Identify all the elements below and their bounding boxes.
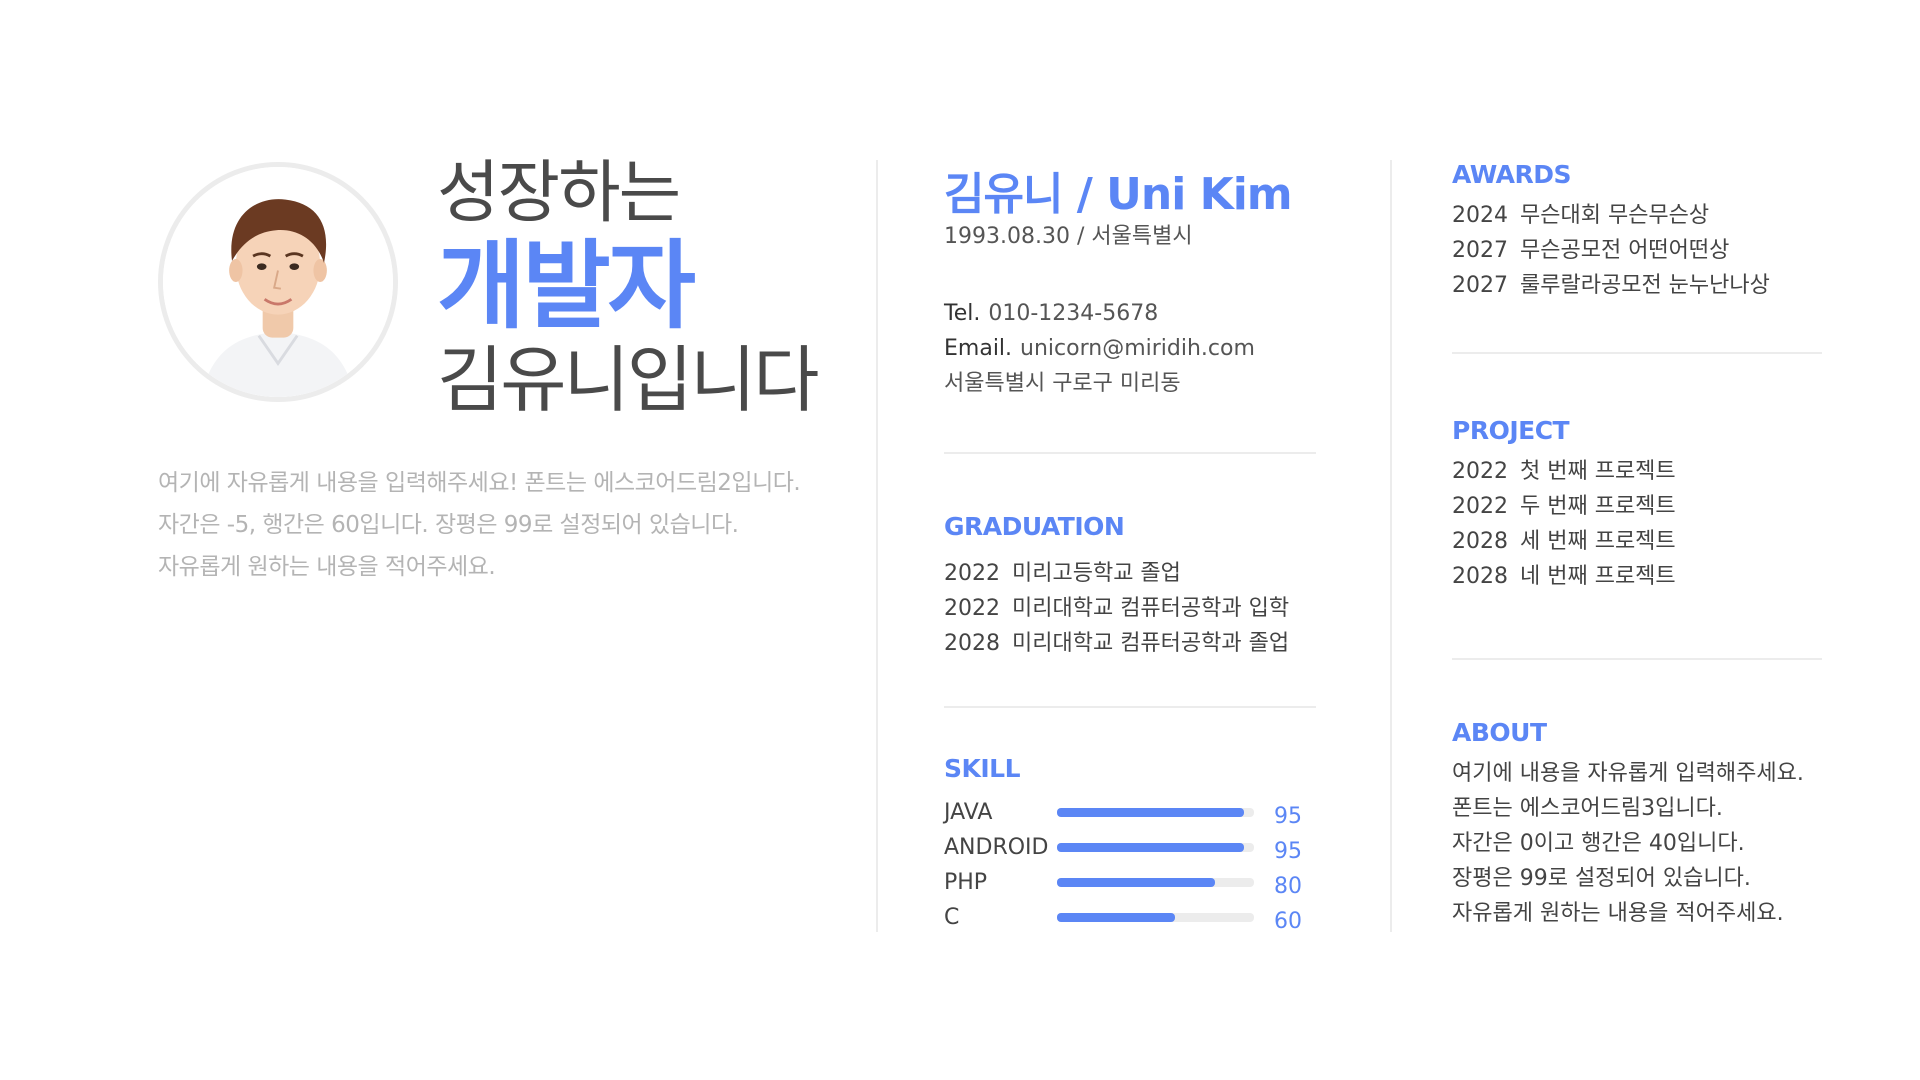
person-name: 김유니 / Uni Kim	[944, 169, 1293, 220]
list-item: 2028 세 번째 프로젝트	[1452, 529, 1676, 554]
list-item: 2027 무슨공모전 어떤어떤상	[1452, 238, 1730, 263]
skill-bar-track	[1057, 808, 1254, 817]
list-item: 2022 미리대학교 컴퓨터공학과 입학	[944, 596, 1290, 621]
skill-row: C 60	[944, 903, 1304, 938]
skill-bar-fill	[1057, 808, 1245, 817]
intro-line: 자간은 -5, 행간은 60입니다. 장평은 99로 설정되어 있습니다.	[158, 512, 739, 538]
skill-bar-fill	[1057, 878, 1215, 887]
list-item: 2024 무슨대회 무슨무슨상	[1452, 203, 1710, 228]
skill-row: ANDROID 95	[944, 833, 1304, 868]
skill-name: PHP	[944, 870, 988, 895]
list-item: 2022 미리고등학교 졸업	[944, 561, 1181, 586]
intro-text: 여기에 자유롭게 내용을 입력해주세요! 폰트는 에스코어드림2입니다. 자간은…	[158, 462, 801, 588]
contact-tel: Tel. 010-1234-5678	[944, 296, 1255, 331]
column-divider	[876, 160, 878, 932]
graduation-list: 2022 미리고등학교 졸업 2022 미리대학교 컴퓨터공학과 입학 2028 미리…	[944, 556, 1289, 661]
contact-email: Email. unicorn@miridih.com	[944, 331, 1255, 366]
section-divider	[1452, 658, 1822, 660]
skill-title: SKILL	[944, 754, 1021, 783]
headline-line-2: 개발자	[437, 230, 696, 342]
headline-line-3: 김유니입니다	[437, 338, 819, 422]
skill-name: C	[944, 905, 960, 930]
skill-name: JAVA	[944, 800, 993, 825]
about-line: 폰트는 에스코어드림3입니다.	[1452, 796, 1723, 821]
skill-row: PHP 80	[944, 868, 1304, 903]
skill-bar-track	[1057, 878, 1254, 887]
about-line: 자간은 0이고 행간은 40입니다.	[1452, 831, 1745, 856]
intro-line: 여기에 자유롭게 내용을 입력해주세요! 폰트는 에스코어드림2입니다.	[158, 470, 801, 496]
person-icon	[163, 167, 393, 397]
section-divider	[1452, 352, 1822, 354]
project-list: 2022 첫 번째 프로젝트 2022 두 번째 프로젝트 2028 세 번째 프로젝…	[1452, 454, 1676, 594]
about-line: 여기에 내용을 자유롭게 입력해주세요.	[1452, 761, 1804, 786]
list-item: 2028 네 번째 프로젝트	[1452, 564, 1676, 589]
about-text: 여기에 내용을 자유롭게 입력해주세요. 폰트는 에스코어드림3입니다. 자간은…	[1452, 756, 1804, 931]
email-value: unicorn@miridih.com	[1020, 336, 1255, 361]
list-item: 2027 룰루랄라공모전 눈누난나상	[1452, 273, 1770, 298]
contact-address: 서울특별시 구로구 미리동	[944, 371, 1181, 396]
skill-bar-track	[1057, 913, 1254, 922]
skill-value: 60	[1274, 909, 1302, 934]
skill-list: JAVA 95 ANDROID 95 PHP 80 C 60	[944, 798, 1304, 938]
skill-bar-fill	[1057, 913, 1176, 922]
section-divider	[944, 452, 1316, 454]
list-item: 2028 미리대학교 컴퓨터공학과 졸업	[944, 631, 1290, 656]
about-line: 장평은 99로 설정되어 있습니다.	[1452, 866, 1751, 891]
email-label: Email.	[944, 336, 1013, 361]
list-item: 2022 첫 번째 프로젝트	[1452, 459, 1676, 484]
profile-photo	[158, 162, 398, 402]
skill-name: ANDROID	[944, 835, 1049, 860]
tel-value: 010-1234-5678	[988, 301, 1159, 326]
headline-line-1: 성장하는	[437, 154, 681, 233]
skill-value: 95	[1274, 839, 1302, 864]
about-line: 자유롭게 원하는 내용을 적어주세요.	[1452, 901, 1784, 926]
section-divider	[944, 706, 1316, 708]
column-divider	[1390, 160, 1392, 932]
list-item: 2022 두 번째 프로젝트	[1452, 494, 1676, 519]
birth-info: 1993.08.30 / 서울특별시	[944, 224, 1193, 249]
graduation-title: GRADUATION	[944, 512, 1125, 541]
skill-bar-fill	[1057, 843, 1245, 852]
about-title: ABOUT	[1452, 718, 1547, 747]
skill-bar-track	[1057, 843, 1254, 852]
awards-list: 2024 무슨대회 무슨무슨상 2027 무슨공모전 어떤어떤상 2027 룰루랄라공…	[1452, 198, 1770, 303]
skill-row: JAVA 95	[944, 798, 1304, 833]
intro-line: 자유롭게 원하는 내용을 적어주세요.	[158, 554, 496, 580]
awards-title: AWARDS	[1452, 160, 1572, 189]
skill-value: 80	[1274, 874, 1302, 899]
skill-value: 95	[1274, 804, 1302, 829]
headline: 성장하는 개발자 김유니입니다	[437, 150, 819, 426]
project-title: PROJECT	[1452, 416, 1570, 445]
contact-info: Tel. 010-1234-5678 Email. unicorn@miridih.…	[944, 296, 1255, 401]
tel-label: Tel.	[944, 301, 981, 326]
